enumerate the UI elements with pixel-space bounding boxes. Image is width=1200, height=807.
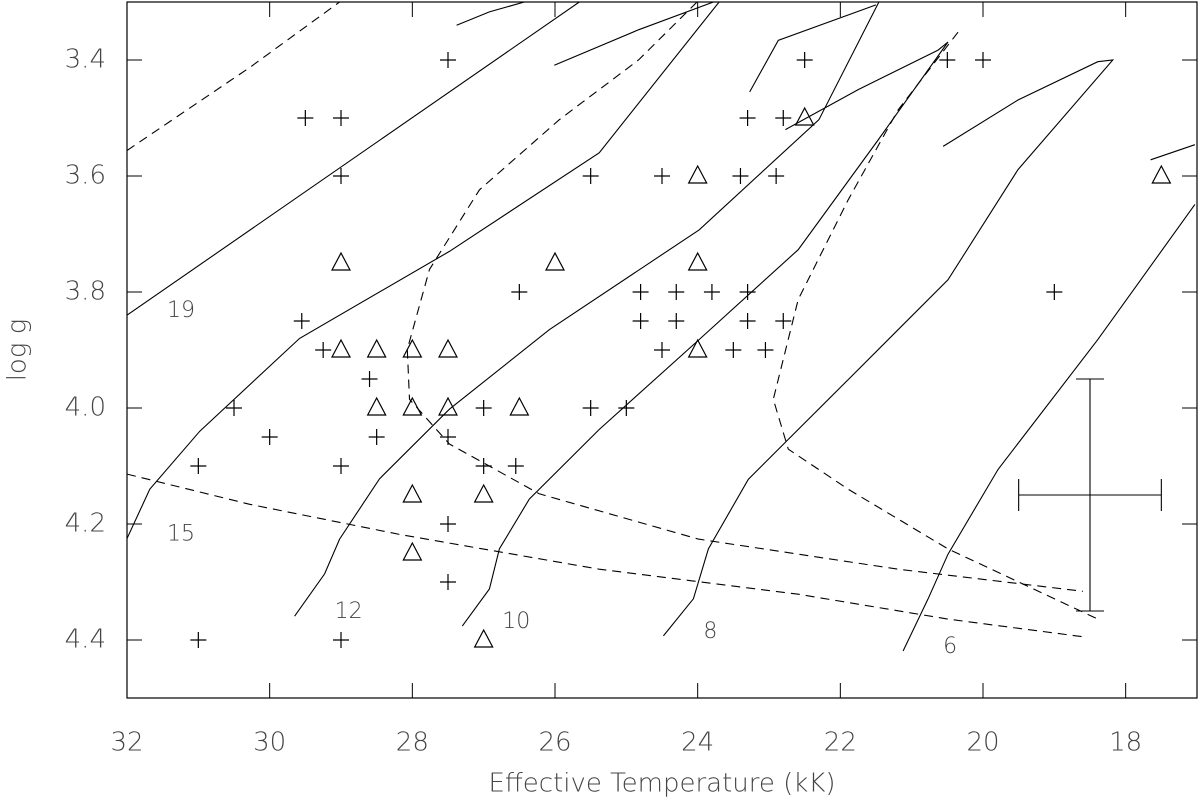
x-tick-label: 20 [966, 728, 999, 758]
plus-point [654, 342, 670, 358]
plus-point [190, 458, 207, 474]
evolutionary-track [127, 2, 720, 539]
plus-point [368, 429, 385, 445]
plus-point [475, 458, 492, 474]
triangle-point [366, 338, 387, 358]
y-tick-label: 4.4 [65, 625, 106, 655]
x-axis-label: Effective Temperature (kK) [488, 769, 835, 799]
y-tick-label: 3.4 [65, 45, 106, 75]
triangle-point [402, 541, 423, 561]
triangle-point [402, 483, 423, 503]
plus-point [618, 400, 635, 416]
plus-point [297, 110, 314, 126]
plus-point [190, 632, 207, 648]
plus-point [511, 284, 528, 300]
track-label: 12 [335, 599, 363, 624]
plus-point [440, 52, 456, 68]
track-label: 15 [167, 522, 195, 547]
track-label: 19 [167, 298, 195, 323]
plus-point [475, 400, 492, 416]
isochrone [127, 2, 340, 151]
plus-point [226, 400, 242, 416]
triangle-point [402, 338, 423, 358]
y-axis-label: log g [3, 319, 33, 382]
plus-point [775, 110, 792, 126]
y-tick-label: 3.8 [65, 277, 106, 307]
evolutionary-track [902, 144, 1196, 652]
plus-point [668, 284, 685, 300]
plus-point [582, 400, 599, 416]
triangle-point [438, 396, 458, 416]
y-tick-label: 4.2 [65, 509, 106, 539]
track-label: 6 [943, 634, 957, 659]
plus-point [632, 284, 649, 300]
isochrone [127, 473, 1086, 638]
x-tick-label: 18 [1109, 728, 1142, 758]
triangle-point [402, 396, 423, 416]
plus-point [654, 168, 670, 184]
triangle-point [794, 106, 815, 126]
triangle-point [509, 396, 530, 416]
plus-point [757, 342, 774, 358]
error-bar-y [1076, 378, 1104, 612]
triangle-point [366, 396, 387, 416]
plus-point [775, 313, 792, 329]
plus-point [440, 516, 456, 532]
plus-point [333, 110, 349, 126]
plus-point [725, 342, 742, 358]
plus-point [739, 313, 756, 329]
track-label: 10 [502, 609, 530, 634]
plus-point [739, 284, 756, 300]
plus-point [440, 429, 456, 445]
plus-point [582, 168, 599, 184]
triangle-point [473, 628, 494, 648]
x-tick-label: 24 [681, 728, 714, 758]
plus-point [440, 574, 456, 590]
plus-point [768, 168, 785, 184]
plus-point [975, 52, 991, 68]
triangle-point [687, 251, 708, 271]
evolutionary-track [662, 59, 1115, 637]
evolutionary-track [461, 41, 949, 627]
evolutionary-track [127, 2, 580, 316]
x-tick-label: 32 [110, 728, 143, 758]
plus-point [293, 313, 310, 329]
plot-frame [126, 1, 1198, 699]
plus-point [739, 110, 756, 126]
plus-point [796, 52, 813, 68]
plus-point [732, 168, 749, 184]
triangle-point [331, 251, 351, 271]
triangle-point [438, 338, 458, 358]
plus-point [315, 342, 332, 358]
track-label: 8 [703, 619, 717, 644]
plus-point [703, 284, 720, 300]
triangle-point [687, 338, 708, 358]
x-tick-label: 26 [538, 728, 571, 758]
evolutionary-track [294, 2, 880, 617]
x-tick-label: 30 [253, 728, 286, 758]
plus-point [361, 371, 378, 387]
isochrone [772, 31, 1099, 620]
plot-area [127, 2, 1196, 652]
x-tick-label: 22 [824, 728, 857, 758]
y-tick-label: 4.0 [65, 393, 106, 423]
plus-point [333, 458, 349, 474]
plus-point [1046, 284, 1063, 300]
triangle-point [331, 338, 351, 358]
triangle-point [1151, 164, 1172, 184]
plus-point [261, 429, 278, 445]
plus-point [333, 632, 349, 648]
plus-point [668, 313, 685, 329]
plus-point [939, 52, 956, 68]
isochrone [406, 2, 1083, 592]
triangle-point [473, 483, 494, 503]
triangle-point [687, 164, 708, 184]
plus-point [632, 313, 649, 329]
x-tick-label: 28 [396, 728, 429, 758]
plus-point [333, 168, 349, 184]
triangle-point [545, 251, 565, 271]
plus-point [507, 458, 524, 474]
y-tick-label: 3.6 [65, 161, 106, 191]
